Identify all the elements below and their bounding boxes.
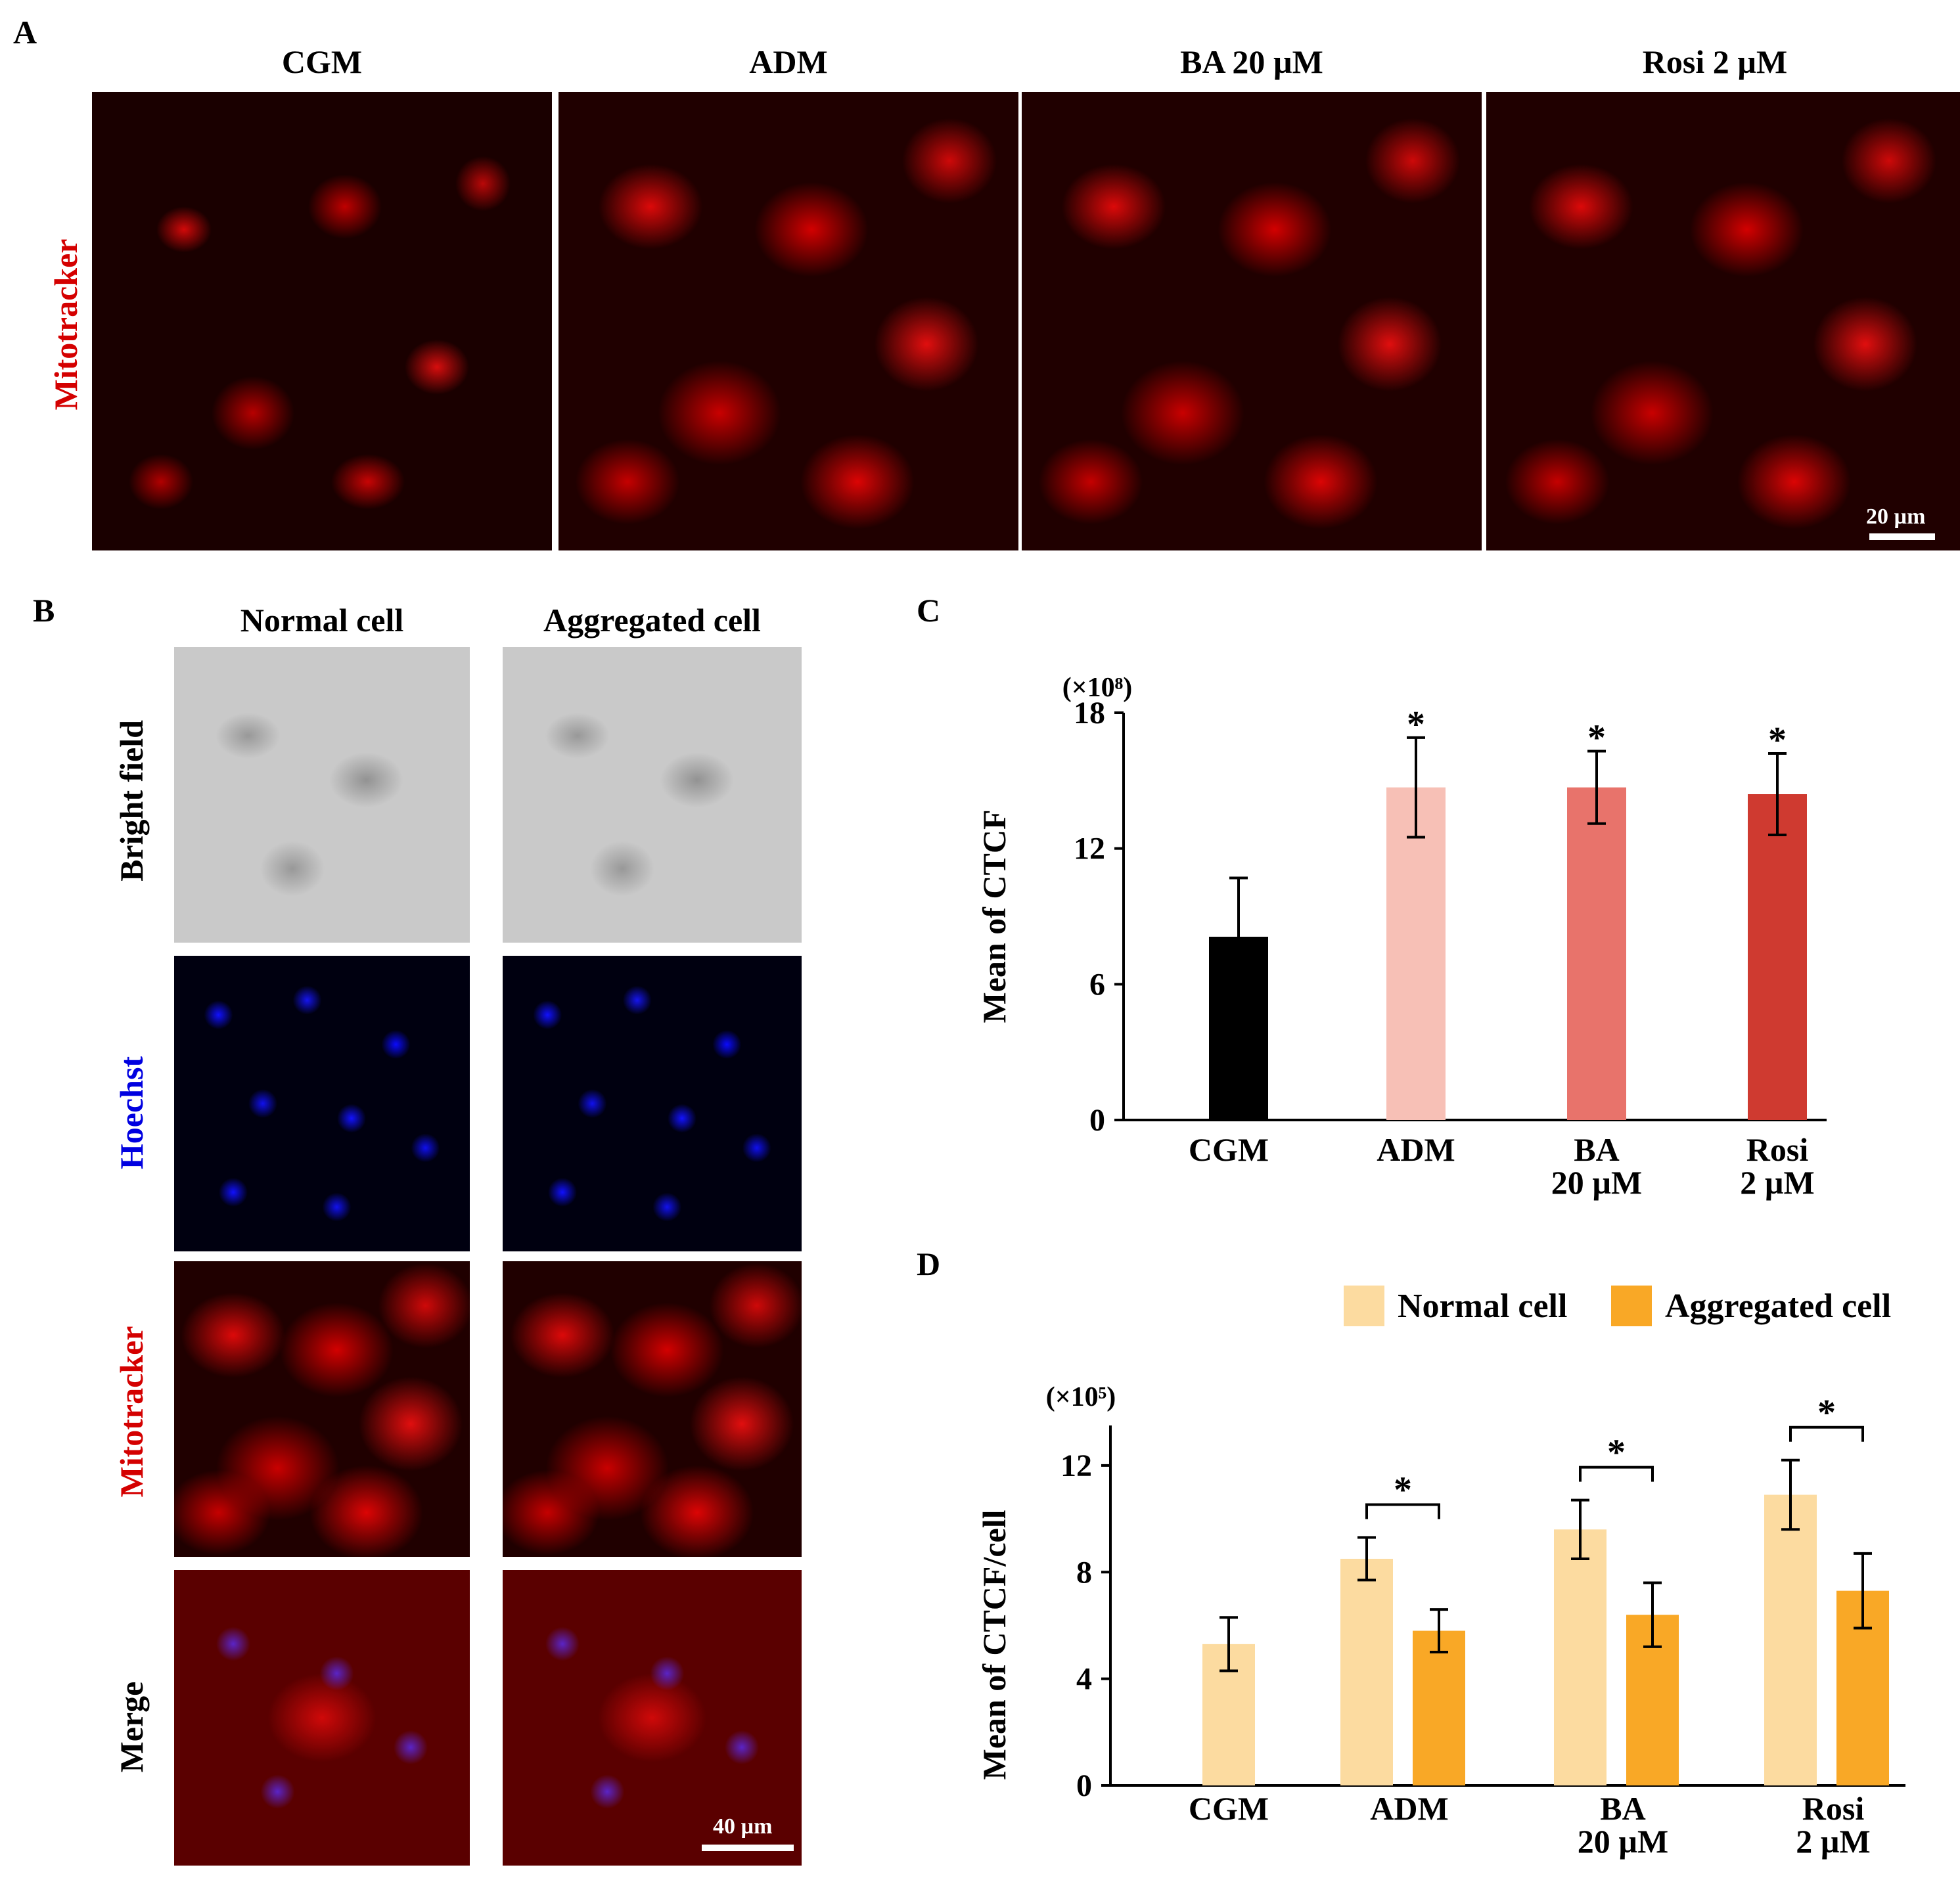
chart-d-significance: * bbox=[1394, 1469, 1412, 1510]
panel-a-title-ba: BA 20 µM bbox=[1180, 43, 1323, 80]
panel-b-scale-bar bbox=[702, 1845, 794, 1851]
panel-b-letter: B bbox=[33, 592, 55, 629]
chart-d-bar bbox=[1413, 1630, 1465, 1785]
panel-b-hoechst-normal bbox=[174, 956, 470, 1251]
chart-d-significance-bracket bbox=[1579, 1466, 1654, 1482]
chart-d-bar bbox=[1554, 1529, 1607, 1785]
panel-a-image-cgm bbox=[92, 92, 552, 550]
panel-b-row-label-mitotracker: Mitotracker bbox=[113, 1326, 150, 1498]
chart-c-ylabel: Mean of CTCF bbox=[976, 810, 1013, 1023]
panel-b-merge-normal bbox=[174, 1570, 470, 1866]
legend-normal-label: Normal cell bbox=[1398, 1287, 1568, 1325]
chart-c-category-label: Rosi bbox=[1746, 1131, 1809, 1168]
panel-b-title-aggregated: Aggregated cell bbox=[543, 602, 761, 639]
chart-c-significance: * bbox=[1407, 704, 1425, 745]
chart-c-category-label: ADM bbox=[1377, 1131, 1455, 1168]
panel-a-image-ba bbox=[1022, 92, 1482, 550]
panel-a-image-rosi bbox=[1486, 92, 1960, 550]
legend-normal-cell: Normal cell bbox=[1344, 1286, 1567, 1326]
panel-b-row-label-bright-field: Bright field bbox=[113, 720, 150, 882]
chart-c-ytick-label: 12 bbox=[1074, 832, 1105, 866]
chart-c-bar bbox=[1386, 787, 1446, 1120]
chart-d-category-label: BA bbox=[1600, 1790, 1645, 1827]
chart-d-ytick-label: 0 bbox=[1076, 1768, 1092, 1803]
chart-d-ytick-label: 4 bbox=[1076, 1662, 1092, 1697]
chart-c-category-label: 20 µM bbox=[1551, 1164, 1643, 1201]
chart-d-significance: * bbox=[1817, 1393, 1836, 1433]
panel-a-title-rosi: Rosi 2 µM bbox=[1642, 43, 1788, 80]
panel-b-bright-normal bbox=[174, 647, 470, 943]
panel-b-scale-label: 40 µm bbox=[713, 1814, 773, 1839]
panel-b-hoechst-aggregated bbox=[503, 956, 802, 1251]
chart-d-category-label: Rosi bbox=[1802, 1790, 1865, 1827]
chart-d-significance-bracket bbox=[1365, 1503, 1440, 1519]
legend-aggregated-label: Aggregated cell bbox=[1665, 1287, 1892, 1325]
panel-b-merge-aggregated bbox=[503, 1570, 802, 1866]
panel-a-letter: A bbox=[13, 14, 37, 51]
chart-d-significance-bracket bbox=[1789, 1425, 1864, 1442]
chart-c-bar bbox=[1567, 787, 1626, 1120]
panel-b-mitotracker-aggregated bbox=[503, 1261, 802, 1557]
chart-c-ytick-label: 18 bbox=[1074, 696, 1105, 730]
chart-c-significance: * bbox=[1768, 720, 1787, 761]
chart-c-multiplier: (×10⁸) bbox=[1062, 673, 1133, 703]
panel-c-letter: C bbox=[917, 592, 941, 629]
legend-normal-swatch bbox=[1344, 1286, 1384, 1326]
panel-b-row-label-hoechst: Hoechst bbox=[113, 1056, 150, 1170]
chart-c-bar bbox=[1748, 794, 1807, 1120]
chart-d-category-label: CGM bbox=[1189, 1790, 1269, 1827]
chart-d: (×10⁵) Mean of CTCF/cell 0 4 8 12 CGM * ADM * BA20… bbox=[976, 1382, 1905, 1860]
chart-d-category-label: 20 µM bbox=[1578, 1823, 1669, 1860]
panel-b-bright-aggregated bbox=[503, 647, 802, 943]
chart-d-bar bbox=[1764, 1494, 1817, 1785]
chart-d-bar bbox=[1340, 1558, 1393, 1785]
panel-a-title-cgm: CGM bbox=[281, 43, 363, 80]
panel-a-image-adm bbox=[558, 92, 1018, 550]
chart-c-category-label: BA bbox=[1574, 1131, 1619, 1168]
chart-d-category-label: ADM bbox=[1370, 1790, 1448, 1827]
chart-d-category-label: 2 µM bbox=[1796, 1823, 1871, 1860]
chart-d-significance: * bbox=[1607, 1433, 1626, 1473]
chart-d-multiplier: (×10⁵) bbox=[1046, 1382, 1116, 1412]
panel-b-row-label-merge: Merge bbox=[113, 1681, 150, 1773]
legend-aggregated-cell: Aggregated cell bbox=[1611, 1286, 1891, 1326]
chart-c-category-label: 2 µM bbox=[1740, 1164, 1815, 1201]
chart-c-ytick-label: 6 bbox=[1089, 967, 1105, 1002]
panel-a-row-label-mitotracker: Mitotracker bbox=[47, 238, 84, 411]
chart-d-ytick-label: 12 bbox=[1060, 1448, 1092, 1483]
chart-c-ytick-label: 0 bbox=[1089, 1103, 1105, 1138]
panel-a-title-adm: ADM bbox=[749, 43, 828, 80]
chart-c-category-label: CGM bbox=[1189, 1131, 1269, 1168]
chart-c-significance: * bbox=[1587, 718, 1606, 759]
panel-b-mitotracker-normal bbox=[174, 1261, 470, 1557]
chart-d-ytick-label: 8 bbox=[1076, 1555, 1092, 1590]
chart-d-ylabel: Mean of CTCF/cell bbox=[976, 1510, 1013, 1780]
panel-b-title-normal: Normal cell bbox=[240, 602, 404, 639]
panel-a-scale-label: 20 µm bbox=[1866, 504, 1926, 529]
legend-aggregated-swatch bbox=[1611, 1286, 1652, 1326]
panel-d-letter: D bbox=[917, 1245, 941, 1282]
panel-a-scale-bar bbox=[1869, 533, 1935, 540]
